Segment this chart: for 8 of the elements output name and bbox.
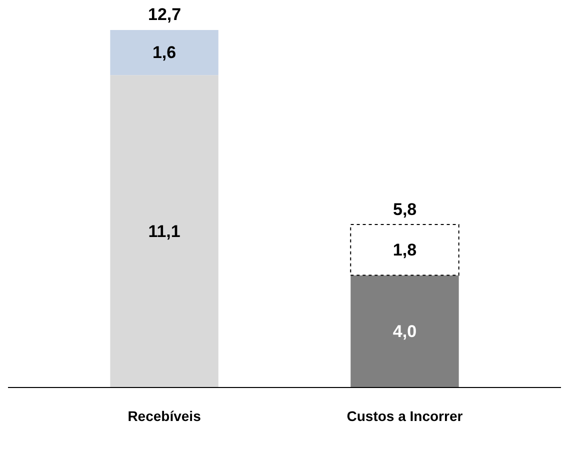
data-label: 1,6 [152, 43, 176, 62]
x-tick-label: Custos a Incorrer [346, 408, 464, 424]
data-label: 11,1 [148, 222, 180, 242]
x-tick-label: Recebíveis [128, 408, 202, 424]
total-label: 12,7 [148, 5, 182, 24]
total-label: 5,8 [393, 200, 417, 219]
data-label: 1,8 [392, 240, 417, 260]
data-label: 4,0 [392, 322, 417, 342]
